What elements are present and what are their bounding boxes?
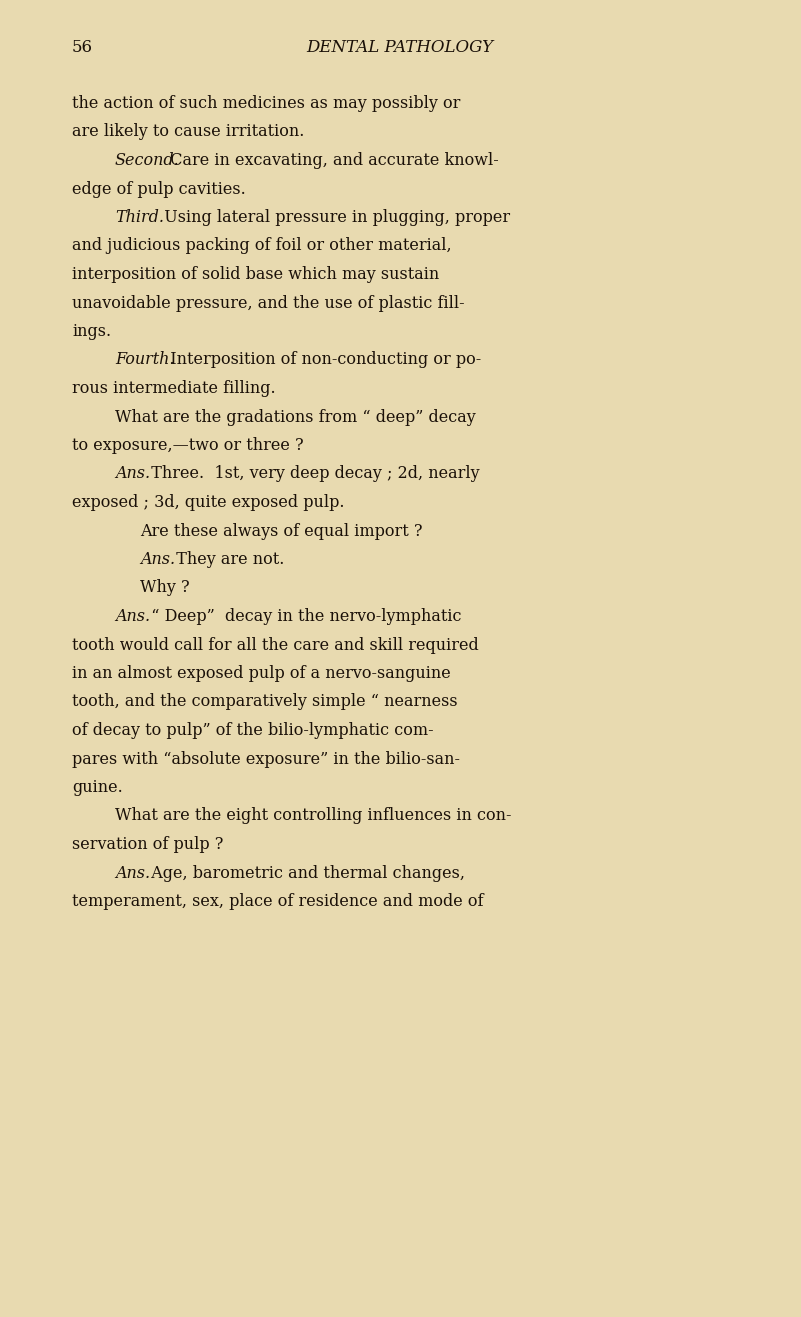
- Text: unavoidable pressure, and the use of plastic fill-: unavoidable pressure, and the use of pla…: [72, 295, 465, 312]
- Text: to exposure,—two or three ?: to exposure,—two or three ?: [72, 437, 304, 454]
- Text: servation of pulp ?: servation of pulp ?: [72, 836, 223, 853]
- Text: Age, barometric and thermal changes,: Age, barometric and thermal changes,: [141, 864, 465, 881]
- Text: Ans.: Ans.: [115, 864, 150, 881]
- Text: Are these always of equal import ?: Are these always of equal import ?: [140, 523, 422, 540]
- Text: tooth would call for all the care and skill required: tooth would call for all the care and sk…: [72, 636, 479, 653]
- Text: ings.: ings.: [72, 323, 111, 340]
- Text: are likely to cause irritation.: are likely to cause irritation.: [72, 124, 304, 141]
- Text: of decay to pulp” of the bilio-lymphatic com-: of decay to pulp” of the bilio-lymphatic…: [72, 722, 433, 739]
- Text: They are not.: They are not.: [166, 551, 284, 568]
- Text: the action of such medicines as may possibly or: the action of such medicines as may poss…: [72, 95, 461, 112]
- Text: in an almost exposed pulp of a nervo-sanguine: in an almost exposed pulp of a nervo-san…: [72, 665, 451, 682]
- Text: Third.: Third.: [115, 209, 164, 227]
- Text: temperament, sex, place of residence and mode of: temperament, sex, place of residence and…: [72, 893, 484, 910]
- Text: Using lateral pressure in plugging, proper: Using lateral pressure in plugging, prop…: [154, 209, 510, 227]
- Text: “ Deep”  decay in the nervo-lymphatic: “ Deep” decay in the nervo-lymphatic: [141, 608, 461, 626]
- Text: DENTAL PATHOLOGY: DENTAL PATHOLOGY: [307, 40, 493, 57]
- Text: Care in excavating, and accurate knowl-: Care in excavating, and accurate knowl-: [160, 151, 499, 169]
- Text: interposition of solid base which may sustain: interposition of solid base which may su…: [72, 266, 439, 283]
- Text: What are the gradations from “ deep” decay: What are the gradations from “ deep” dec…: [115, 408, 476, 425]
- Text: Ans.: Ans.: [115, 608, 150, 626]
- Text: Ans.: Ans.: [140, 551, 175, 568]
- Text: Three.  1st, very deep decay ; 2d, nearly: Three. 1st, very deep decay ; 2d, nearly: [141, 465, 480, 482]
- Text: Why ?: Why ?: [140, 579, 190, 597]
- Text: pares with “absolute exposure” in the bilio-san-: pares with “absolute exposure” in the bi…: [72, 751, 460, 768]
- Text: Fourth.: Fourth.: [115, 352, 175, 369]
- Text: exposed ; 3d, quite exposed pulp.: exposed ; 3d, quite exposed pulp.: [72, 494, 344, 511]
- Text: What are the eight controlling influences in con-: What are the eight controlling influence…: [115, 807, 512, 824]
- Text: guine.: guine.: [72, 778, 123, 795]
- Text: tooth, and the comparatively simple “ nearness: tooth, and the comparatively simple “ ne…: [72, 694, 457, 710]
- Text: rous intermediate filling.: rous intermediate filling.: [72, 381, 276, 396]
- Text: 56: 56: [72, 40, 93, 57]
- Text: Second.: Second.: [115, 151, 179, 169]
- Text: Interposition of non-conducting or po-: Interposition of non-conducting or po-: [160, 352, 481, 369]
- Text: edge of pulp cavities.: edge of pulp cavities.: [72, 180, 246, 198]
- Text: and judicious packing of foil or other material,: and judicious packing of foil or other m…: [72, 237, 452, 254]
- Text: Ans.: Ans.: [115, 465, 150, 482]
